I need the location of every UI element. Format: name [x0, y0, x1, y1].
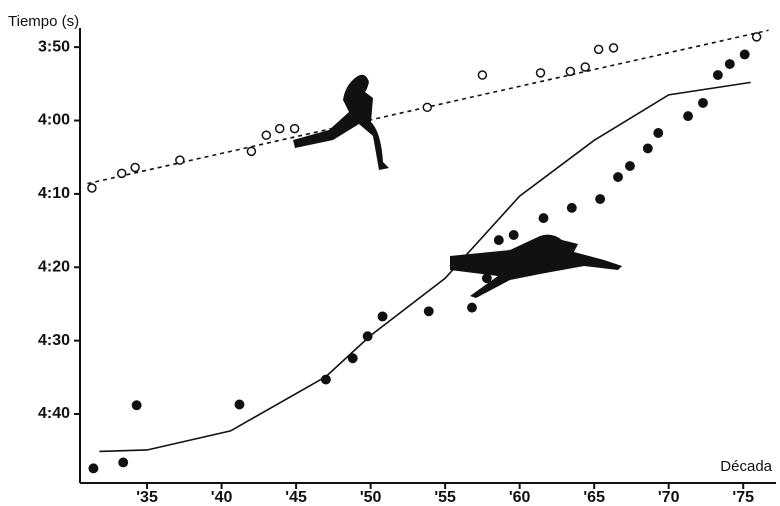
y-tick-label: 4:40 [38, 405, 70, 422]
data-point [131, 163, 139, 171]
y-tick-label: 4:10 [38, 185, 70, 202]
y-axis-title: Tiempo (s) [8, 13, 79, 30]
data-point [741, 50, 749, 58]
data-point [425, 307, 433, 315]
y-tick-label: 3:50 [38, 38, 70, 55]
x-tick-label: '75 [732, 489, 754, 506]
data-point [495, 236, 503, 244]
data-point [247, 147, 255, 155]
data-point [478, 71, 486, 79]
data-point [654, 129, 662, 137]
data-point [89, 464, 97, 472]
data-point [568, 204, 576, 212]
data-point [509, 231, 517, 239]
data-point [714, 71, 722, 79]
y-tick-label: 4:00 [38, 112, 70, 129]
data-point [88, 184, 96, 192]
data-point [423, 103, 431, 111]
data-point [118, 169, 126, 177]
data-point [378, 312, 386, 320]
data-point [684, 112, 692, 120]
y-tick-label: 4:20 [38, 258, 70, 275]
data-point [322, 375, 330, 383]
data-point [363, 332, 371, 340]
data-point [483, 274, 491, 282]
data-point [726, 60, 734, 68]
chart: Tiempo (s) Década 3:50 4:00 4:10 4:20 4:30 4:… [0, 0, 780, 506]
y-tick-label: 4:30 [38, 332, 70, 349]
data-point [176, 156, 184, 164]
data-point [132, 401, 140, 409]
data-point [276, 125, 284, 133]
x-tick-label: '50 [360, 489, 382, 506]
data-point [595, 45, 603, 53]
data-point [699, 99, 707, 107]
trend-line [99, 82, 750, 451]
data-point [566, 67, 574, 75]
data-point [596, 195, 604, 203]
data-point [581, 63, 589, 71]
data-point [753, 33, 761, 41]
data-point [644, 144, 652, 152]
data-point [539, 214, 547, 222]
data-point [537, 69, 545, 77]
x-tick-label: '70 [658, 489, 680, 506]
runner-silhouette [293, 75, 389, 170]
data-point [119, 458, 127, 466]
x-axis-title: Década [720, 458, 772, 475]
data-point [626, 162, 634, 170]
x-tick-label: '45 [285, 489, 307, 506]
data-point [235, 400, 243, 408]
data-point [610, 44, 618, 52]
data-point [468, 303, 476, 311]
x-tick-label: '55 [434, 489, 456, 506]
x-tick-label: '65 [583, 489, 605, 506]
x-tick-label: '60 [509, 489, 531, 506]
data-point [614, 173, 622, 181]
data-point [291, 125, 299, 133]
x-tick-label: '40 [211, 489, 233, 506]
x-tick-label: '35 [136, 489, 158, 506]
data-point [349, 354, 357, 362]
data-point [262, 131, 270, 139]
